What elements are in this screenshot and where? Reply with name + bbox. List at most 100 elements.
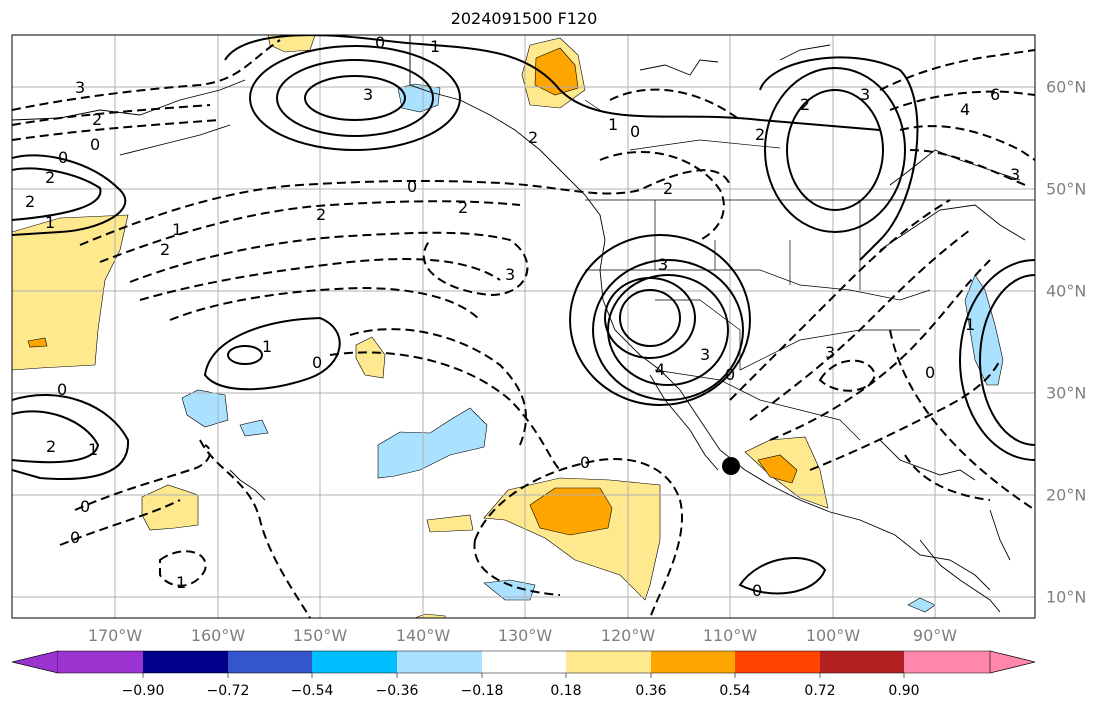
shading-layer bbox=[12, 35, 1004, 618]
contour-label: 0 bbox=[90, 135, 100, 154]
latitude-label: 30°N bbox=[1046, 383, 1087, 403]
contour-label: 2 bbox=[755, 125, 765, 144]
contour-label: 2 bbox=[528, 128, 538, 147]
latitude-label: 60°N bbox=[1046, 77, 1087, 97]
contour-label: 1 bbox=[262, 337, 272, 356]
contour-label: 2 bbox=[800, 95, 810, 114]
contour-label: 2 bbox=[25, 192, 35, 211]
contour-label: 0 bbox=[407, 177, 417, 196]
colorbar-tick-label: 0.18 bbox=[550, 683, 582, 699]
contour-label: 1 bbox=[88, 440, 98, 459]
colorbar-tick-label: −0.72 bbox=[206, 683, 250, 699]
shade-positive bbox=[12, 214, 129, 371]
shade-positive bbox=[414, 613, 446, 618]
contour-label: 0 bbox=[580, 453, 590, 472]
colorbar-segment bbox=[143, 651, 228, 673]
shade-positive bbox=[355, 336, 386, 379]
longitude-label: 160°W bbox=[190, 626, 246, 645]
contour-label: 1 bbox=[608, 115, 618, 134]
contour-label: 0 bbox=[630, 122, 640, 141]
contour-label: 3 bbox=[505, 265, 515, 284]
contour-label: 2 bbox=[45, 168, 55, 187]
contour-label: 0 bbox=[312, 353, 322, 372]
colorbar-tick-label: 0.90 bbox=[888, 683, 920, 699]
contour-label: 3 bbox=[75, 78, 85, 97]
contours-solid bbox=[12, 35, 1035, 595]
latitude-label: 10°N bbox=[1046, 587, 1087, 607]
map-title: 2024091500 F120 bbox=[450, 9, 598, 28]
colorbar-segment bbox=[820, 651, 904, 673]
shade-negative bbox=[907, 597, 936, 613]
colorbar-tick-label: −0.36 bbox=[375, 683, 419, 699]
contour-label: 1 bbox=[45, 213, 55, 232]
colorbar-extend-high bbox=[989, 650, 1036, 674]
contours-dashed bbox=[12, 39, 1035, 618]
colorbar-segment bbox=[482, 651, 566, 673]
contour-label: 3 bbox=[363, 85, 373, 104]
contour-label: 0 bbox=[80, 497, 90, 516]
latitude-label: 40°N bbox=[1046, 281, 1087, 301]
longitude-label: 130°W bbox=[497, 626, 553, 645]
colorbar-segment bbox=[58, 651, 143, 673]
contour-label: 1 bbox=[965, 315, 975, 334]
contour-label: 4 bbox=[960, 100, 970, 119]
contour-label: 3 bbox=[1010, 165, 1020, 184]
contour-label: 3 bbox=[700, 345, 710, 364]
shade-negative bbox=[377, 407, 488, 479]
colorbar-tick-label: −0.54 bbox=[290, 683, 334, 699]
contour-label: 4 bbox=[655, 360, 665, 379]
contour-label: 2 bbox=[663, 179, 673, 198]
contour-label: 0 bbox=[57, 380, 67, 399]
contour-label: 0 bbox=[725, 365, 735, 384]
longitude-label: 170°W bbox=[87, 626, 143, 645]
contour-label: 6 bbox=[990, 85, 1000, 104]
gridlines bbox=[12, 35, 1035, 618]
shade-positive bbox=[426, 514, 474, 533]
shade-positive bbox=[141, 484, 199, 531]
shade-positive bbox=[27, 337, 48, 348]
longitude-label: 120°W bbox=[600, 626, 656, 645]
colorbar-segment bbox=[228, 651, 312, 673]
contour-label: 0 bbox=[925, 363, 935, 382]
shade-positive bbox=[529, 487, 613, 536]
contour-label: 2 bbox=[46, 437, 56, 456]
contour-label: 1 bbox=[172, 220, 182, 239]
contour-label: 0 bbox=[58, 148, 68, 167]
shade-negative bbox=[397, 83, 441, 113]
colorbar-segment bbox=[566, 651, 651, 673]
shade-positive bbox=[267, 35, 316, 53]
latitude-label: 50°N bbox=[1046, 179, 1087, 199]
shade-positive bbox=[483, 477, 661, 601]
colorbar-segment bbox=[651, 651, 735, 673]
colorbar-segment bbox=[397, 651, 482, 673]
colorbar-outline bbox=[11, 650, 1036, 674]
contour-label: 0 bbox=[70, 528, 80, 547]
borders bbox=[584, 99, 1035, 441]
colorbar-extend-low bbox=[11, 650, 59, 674]
longitude-label: 100°W bbox=[805, 626, 861, 645]
contour-label: 1 bbox=[176, 573, 186, 592]
map-frame bbox=[11, 34, 1036, 619]
contour-label: 2 bbox=[92, 110, 102, 129]
colorbar-tick-label: 0.54 bbox=[719, 683, 751, 699]
longitude-label: 90°W bbox=[912, 626, 958, 645]
colorbar-segment bbox=[312, 651, 397, 673]
contour-label: 2 bbox=[316, 205, 326, 224]
longitude-label: 150°W bbox=[292, 626, 348, 645]
contour-label: 2 bbox=[458, 198, 468, 217]
longitude-label: 140°W bbox=[395, 626, 451, 645]
contour-label: 3 bbox=[860, 85, 870, 104]
colorbar-segment bbox=[904, 651, 990, 673]
colorbar-tick-label: 0.36 bbox=[635, 683, 667, 699]
shade-negative bbox=[239, 419, 269, 437]
colorbar bbox=[11, 650, 1036, 678]
shade-positive bbox=[757, 454, 798, 484]
contour-labels: 0 1 3 1 0 2 3 2 0 0 2 1 2 0 1 2 2 3 0 1 … bbox=[25, 33, 1020, 592]
contour-label: 0 bbox=[375, 33, 385, 52]
longitude-label: 110°W bbox=[702, 626, 758, 645]
latitude-label: 20°N bbox=[1046, 485, 1087, 505]
colorbar-tick-label: 0.72 bbox=[804, 683, 836, 699]
shade-negative bbox=[181, 389, 229, 428]
contour-label: 1 bbox=[430, 37, 440, 56]
